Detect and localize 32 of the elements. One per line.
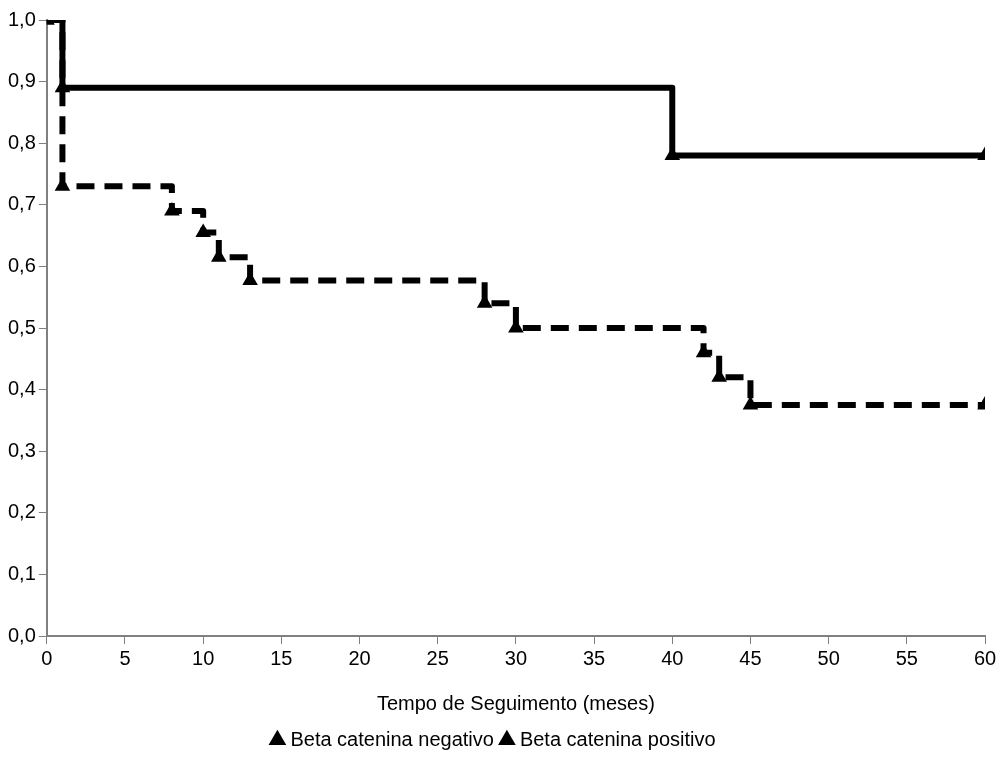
legend-label: Beta catenina negativo xyxy=(290,727,494,750)
legend-label: Beta catenina positivo xyxy=(519,727,716,750)
x-axis-title: Tempo de Seguimento (meses) xyxy=(376,691,655,714)
x-tick-label: 50 xyxy=(817,646,840,669)
x-tick-label: 30 xyxy=(504,646,528,669)
x-tick-label: 45 xyxy=(739,646,762,669)
y-tick-label: 0,9 xyxy=(7,69,36,92)
x-tick-label: 25 xyxy=(426,646,449,669)
y-tick-label: 1,0 xyxy=(7,7,36,30)
y-tick-label: 0,2 xyxy=(7,500,36,523)
point xyxy=(164,202,180,216)
x-tick-label: 55 xyxy=(895,646,918,669)
x-tick-label: 5 xyxy=(119,646,131,669)
y-tick-label: 0,4 xyxy=(7,377,36,400)
point xyxy=(695,346,712,358)
point xyxy=(54,81,71,93)
y-tick-label: 0,6 xyxy=(7,253,36,276)
x-tick-label: 0 xyxy=(41,646,53,669)
point xyxy=(742,398,759,410)
x-tick-label: 10 xyxy=(192,646,215,669)
y-tick-label: 0,7 xyxy=(7,192,36,215)
y-tick-label: 0,0 xyxy=(7,623,36,646)
x-tick-label: 20 xyxy=(348,646,371,669)
y-tick-label: 0,1 xyxy=(7,561,36,584)
x-tick-label: 35 xyxy=(582,646,606,669)
x-tick-label: 40 xyxy=(661,646,684,669)
y-tick-label: 0,3 xyxy=(7,438,36,461)
x-tick-label: 15 xyxy=(270,646,293,669)
y-tick-label: 0,5 xyxy=(7,315,36,338)
point xyxy=(664,149,680,161)
x-tick-label: 60 xyxy=(973,646,997,669)
y-tick-label: 0,8 xyxy=(7,130,36,153)
